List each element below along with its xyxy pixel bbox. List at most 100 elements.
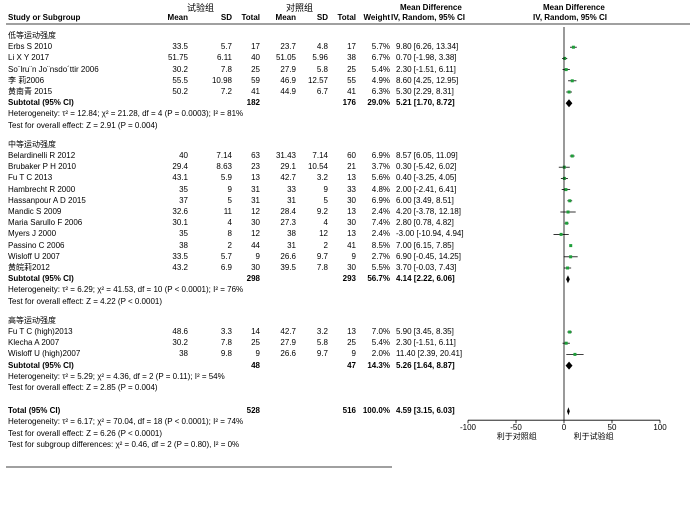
study-name: Myers J 2000 xyxy=(8,229,57,239)
study-mean2: 38 xyxy=(287,229,296,239)
x-tick-label: 100 xyxy=(653,423,667,433)
study-sd2: 3.2 xyxy=(316,173,328,183)
total-heterogeneity: Heterogeneity: τ² = 6.17; χ² = 70.04, df… xyxy=(8,417,244,427)
study-sd1: 7.2 xyxy=(220,87,232,96)
study-weight: 7.0% xyxy=(371,327,390,336)
study-mean1: 50.2 xyxy=(172,87,188,96)
study-mean2: 33 xyxy=(287,184,296,194)
total-overall-effect: Test for overall effect: Z = 6.26 (P < 0… xyxy=(8,428,163,438)
study-sd1: 8.63 xyxy=(216,162,232,172)
study-point xyxy=(564,188,568,192)
study-n1: 59 xyxy=(251,75,260,85)
study-ci: 8.57 [6.05, 11.09] xyxy=(396,151,458,160)
study-n2: 38 xyxy=(347,53,356,63)
header-group-control: 对照组 xyxy=(286,3,314,13)
study-ci: 2.80 [0.78, 4.82] xyxy=(396,218,454,228)
study-weight: 5.7% xyxy=(371,42,390,52)
study-mean1: 35 xyxy=(179,184,188,194)
study-name: Klecha A 2007 xyxy=(8,338,60,348)
study-ci: 6.00 [3.49, 8.51] xyxy=(396,195,454,205)
subtotal-diamond xyxy=(566,275,570,284)
study-ci: 0.30 [-5.42, 6.02] xyxy=(396,162,457,172)
study-n2: 9 xyxy=(351,349,356,359)
study-n2: 30 xyxy=(347,195,356,205)
study-sd1: 7.8 xyxy=(220,64,232,74)
study-mean1: 51.75 xyxy=(167,53,188,63)
study-mean1: 30.2 xyxy=(172,64,188,74)
study-name: Brubaker P H 2010 xyxy=(8,162,76,172)
study-mean2: 28.4 xyxy=(280,207,296,216)
study-point xyxy=(570,79,574,83)
total-n2: 516 xyxy=(342,406,356,416)
study-sd2: 4.8 xyxy=(316,42,328,52)
study-n1: 13 xyxy=(251,173,260,183)
study-sd1: 6.11 xyxy=(217,53,232,63)
subtotal-label: Subtotal (95% CI) xyxy=(8,274,74,284)
study-n1: 31 xyxy=(251,195,260,205)
header-plot-title: Mean Difference xyxy=(543,3,605,12)
study-name: 黄皖莉2012 xyxy=(8,263,50,272)
study-point xyxy=(566,266,570,270)
study-sd1: 8 xyxy=(227,229,232,239)
study-ci: 3.70 [-0.03, 7.43] xyxy=(396,263,457,272)
study-point xyxy=(573,352,577,356)
study-sd2: 4 xyxy=(323,218,328,228)
subtotal-ci: 5.21 [1.70, 8.72] xyxy=(396,98,455,108)
study-mean1: 48.6 xyxy=(172,327,188,336)
study-mean2: 23.7 xyxy=(280,42,296,52)
study-sd1: 6.9 xyxy=(220,263,232,272)
study-ci: 0.40 [-3.25, 4.05] xyxy=(396,173,457,183)
study-point xyxy=(565,221,569,225)
col-sd1-header: SD xyxy=(220,13,232,22)
study-n1: 30 xyxy=(251,218,260,228)
study-name: Wisloff U (high)2007 xyxy=(8,349,81,359)
study-mean1: 33.5 xyxy=(172,251,188,261)
study-weight: 3.7% xyxy=(371,162,390,172)
study-name: Li X Y 2017 xyxy=(8,53,50,63)
col-weight-header: Weight xyxy=(363,13,390,22)
study-n2: 55 xyxy=(347,75,356,85)
study-sd2: 9.7 xyxy=(316,349,328,359)
overall-effect-text: Test for overall effect: Z = 2.91 (P = 0… xyxy=(8,120,158,130)
study-name: Mandic S 2009 xyxy=(8,207,62,216)
study-ci: 2.30 [-1.51, 6.11] xyxy=(396,338,456,348)
study-name: 黄南青 2015 xyxy=(8,87,53,96)
study-name: Maria Sarullo F 2006 xyxy=(8,218,83,228)
x-tick-label: 0 xyxy=(561,423,567,433)
study-sd1: 5.9 xyxy=(220,173,232,183)
study-sd2: 9.7 xyxy=(316,251,328,261)
study-weight: 5.6% xyxy=(371,173,390,183)
study-mean1: 35 xyxy=(179,229,188,239)
x-tick-label: -50 xyxy=(510,423,522,433)
study-weight: 4.8% xyxy=(371,184,390,194)
study-n1: 63 xyxy=(251,151,260,160)
study-n2: 41 xyxy=(347,87,356,96)
study-sd2: 10.54 xyxy=(307,162,328,172)
study-mean2: 51.05 xyxy=(275,53,296,63)
subtotal-n1: 298 xyxy=(246,274,260,284)
study-mean1: 37 xyxy=(179,195,188,205)
study-mean1: 32.6 xyxy=(172,207,188,216)
study-sd2: 5 xyxy=(323,195,328,205)
study-ci: 5.90 [3.45, 8.35] xyxy=(396,327,454,336)
study-weight: 4.9% xyxy=(371,75,390,85)
study-ci: 5.30 [2.29, 8.31] xyxy=(396,87,454,96)
study-sd1: 9 xyxy=(227,184,232,194)
header-md-title: Mean Difference xyxy=(400,3,462,12)
col-mean1-header: Mean xyxy=(167,13,188,22)
study-ci: 2.00 [-2.41, 6.41] xyxy=(396,184,457,194)
subtotal-weight: 14.3% xyxy=(367,360,390,370)
overall-effect-text: Test for overall effect: Z = 2.85 (P = 0… xyxy=(8,383,158,392)
study-n2: 25 xyxy=(347,64,356,74)
study-n1: 12 xyxy=(251,207,260,216)
study-weight: 6.3% xyxy=(371,87,390,96)
heterogeneity-text: Heterogeneity: τ² = 6.29; χ² = 41.53, df… xyxy=(8,285,244,295)
study-sd1: 3.3 xyxy=(220,327,232,336)
study-point xyxy=(570,154,574,158)
study-n2: 13 xyxy=(347,173,356,183)
study-n2: 25 xyxy=(347,338,356,348)
study-weight: 5.5% xyxy=(371,263,390,272)
col-study-header: Study or Subgroup xyxy=(8,13,81,22)
study-weight: 2.4% xyxy=(371,229,390,239)
